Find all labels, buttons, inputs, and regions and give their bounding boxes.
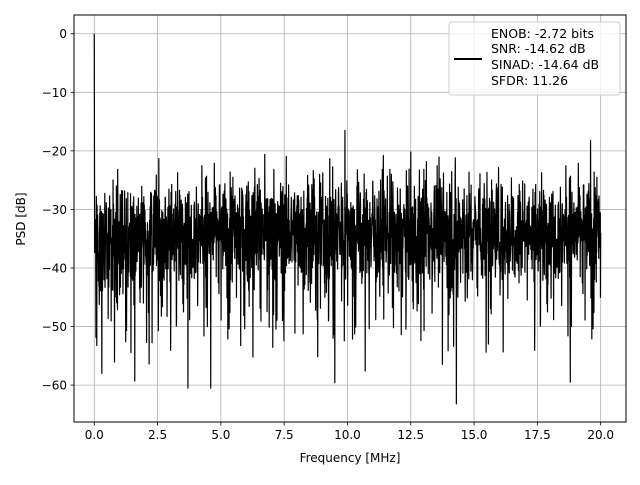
legend-line-snr: SNR: -14.62 dB: [491, 41, 586, 56]
x-tick-label: 5.0: [211, 428, 230, 442]
y-tick-label: −30: [42, 203, 67, 217]
x-tick-label: 10.0: [334, 428, 361, 442]
x-tick-label: 2.5: [148, 428, 167, 442]
legend-line-sinad: SINAD: -14.64 dB: [491, 57, 599, 72]
y-tick-label: −60: [42, 379, 67, 393]
axes-frame: [73, 14, 627, 423]
axis-ticks: 0.0 2.5 5.0 7.5 10.0 12.5 15.0 17.5 20.0 0 −10 −20 −…: [42, 27, 614, 442]
x-tick-label: 12.5: [397, 428, 424, 442]
x-tick-label: 7.5: [275, 428, 294, 442]
x-tick-label: 15.0: [461, 428, 488, 442]
psd-series-line: [93, 33, 602, 405]
y-tick-label: 0: [59, 27, 67, 41]
legend-box: [448, 21, 621, 96]
y-tick-label: −20: [42, 144, 67, 158]
plot-area: [93, 33, 602, 405]
x-tick-label: 17.5: [524, 428, 551, 442]
x-axis-label: Frequency [MHz]: [300, 451, 401, 465]
legend: ENOB: -2.72 bits SNR: -14.62 dB SINAD: -…: [448, 21, 621, 96]
y-tick-label: −10: [42, 86, 67, 100]
x-tick-label: 20.0: [587, 428, 614, 442]
legend-line-sfdr: SFDR: 11.26: [491, 73, 568, 88]
x-tick-label: 0.0: [85, 428, 104, 442]
legend-line-enob: ENOB: -2.72 bits: [491, 26, 594, 41]
y-tick-label: −50: [42, 320, 67, 334]
y-tick-label: −40: [42, 261, 67, 275]
y-axis-label: PSD [dB]: [14, 192, 28, 245]
